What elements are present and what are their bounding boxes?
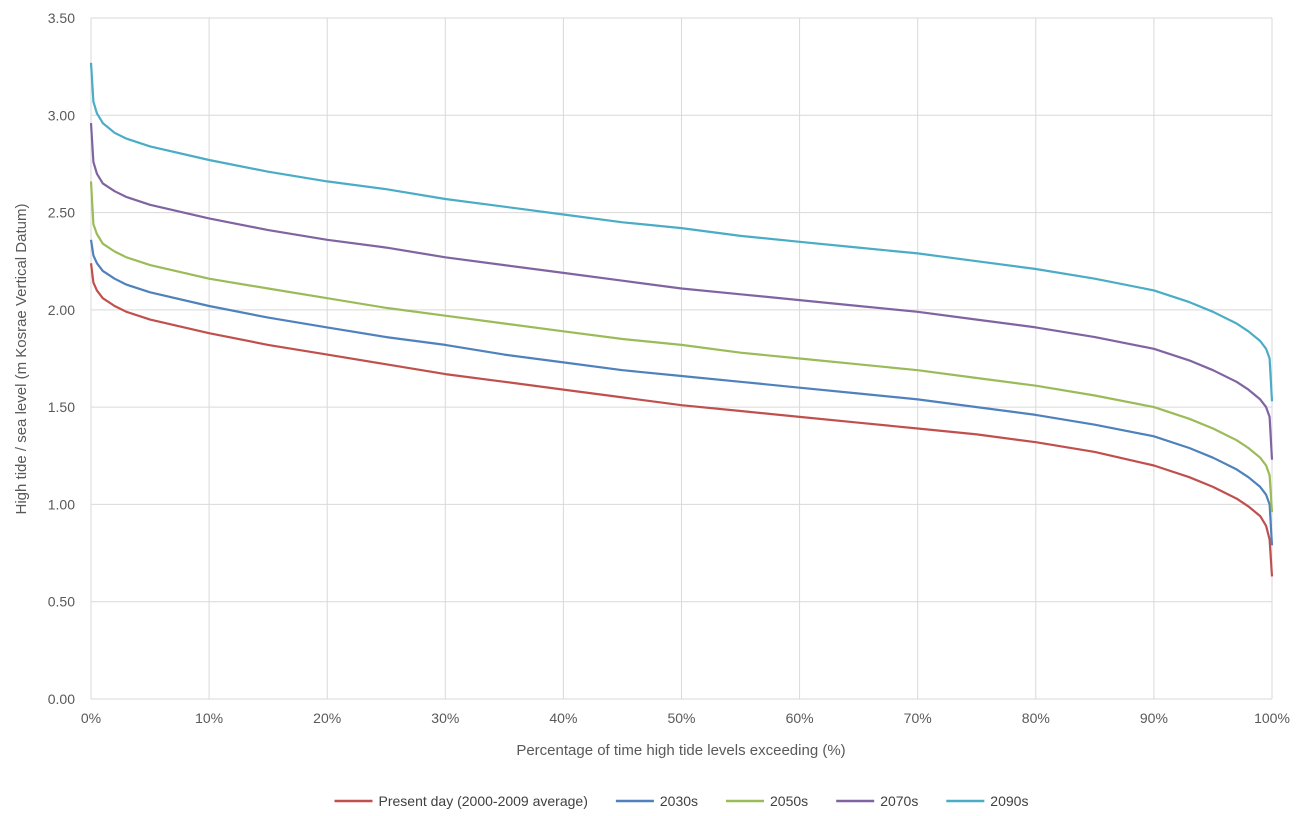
- legend-item: 2050s: [726, 793, 808, 809]
- series-line-3: [89, 181, 1274, 513]
- x-tick-label: 50%: [667, 710, 695, 726]
- series-line-2: [89, 239, 1274, 546]
- y-tick-label: 0.50: [48, 594, 75, 610]
- legend-item: Present day (2000-2009 average): [334, 793, 588, 809]
- legend-item: 2090s: [946, 793, 1028, 809]
- legend-label: 2070s: [880, 793, 918, 809]
- legend-label: 2090s: [990, 793, 1028, 809]
- y-tick-label: 2.50: [48, 205, 75, 221]
- y-axis-ticks: 0.00 0.50 1.00 1.50 2.00 2.50 3.00 3.50: [48, 10, 75, 707]
- legend-label: 2030s: [660, 793, 698, 809]
- x-axis-ticks: 0% 10% 20% 30% 40% 50% 60% 70% 80% 90% 100%: [81, 710, 1290, 726]
- x-tick-label: 60%: [786, 710, 814, 726]
- y-tick-label: 2.00: [48, 302, 75, 318]
- x-tick-label: 70%: [904, 710, 932, 726]
- x-tick-label: 80%: [1022, 710, 1050, 726]
- series-lines: [89, 62, 1274, 577]
- legend: Present day (2000-2009 average) 2030s 2050…: [334, 793, 1028, 809]
- legend-item: 2070s: [836, 793, 918, 809]
- legend-item: 2030s: [615, 793, 698, 809]
- x-tick-label: 0%: [81, 710, 101, 726]
- y-axis-title: High tide / sea level (m Kosrae Vertical…: [13, 204, 30, 515]
- x-axis-title: Percentage of time high tide levels exce…: [516, 742, 845, 759]
- x-tick-label: 10%: [195, 710, 223, 726]
- x-tick-label: 20%: [313, 710, 341, 726]
- series-line-4: [89, 123, 1274, 460]
- series-line-1: [89, 263, 1274, 577]
- series-line-5: [89, 62, 1274, 402]
- y-tick-label: 0.00: [48, 691, 75, 707]
- legend-label: 2050s: [770, 793, 808, 809]
- gridlines: [90, 17, 1273, 700]
- y-tick-label: 1.50: [48, 399, 75, 415]
- x-tick-label: 90%: [1140, 710, 1168, 726]
- x-tick-label: 30%: [431, 710, 459, 726]
- x-tick-label: 100%: [1254, 710, 1290, 726]
- x-tick-label: 40%: [549, 710, 577, 726]
- y-tick-label: 3.00: [48, 107, 75, 123]
- y-tick-label: 1.00: [48, 496, 75, 512]
- legend-label: Present day (2000-2009 average): [379, 793, 588, 809]
- y-tick-label: 3.50: [48, 10, 75, 26]
